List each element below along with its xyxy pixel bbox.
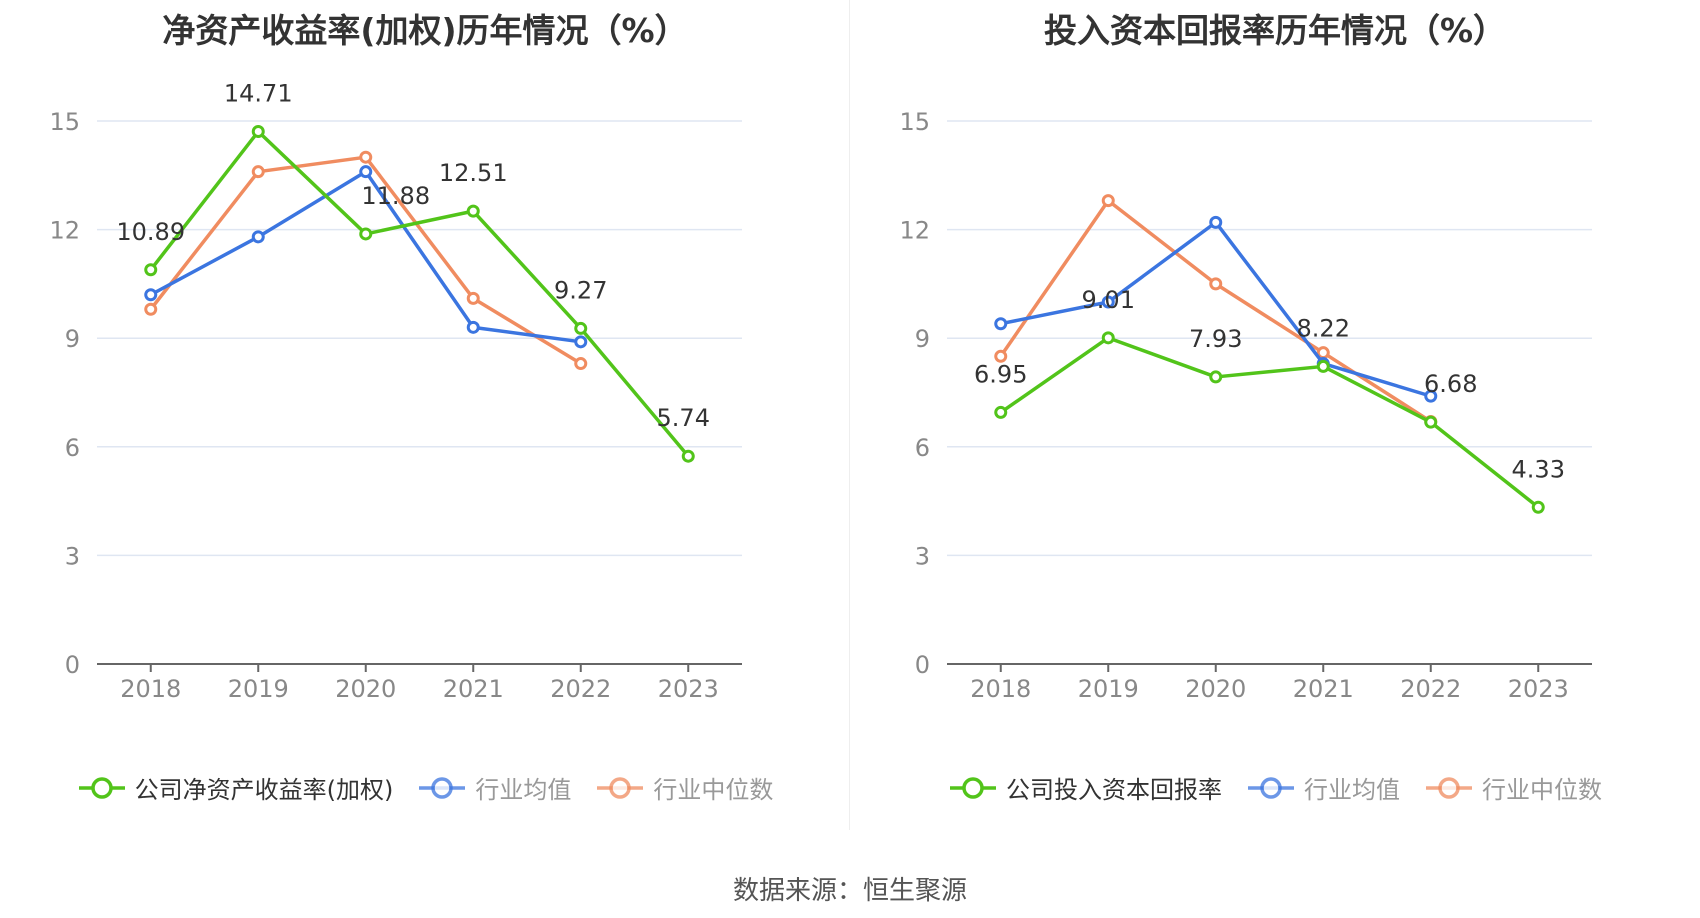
y-tick-label: 15 [899, 108, 930, 136]
x-tick-label: 2023 [1508, 675, 1569, 703]
data-point-median [1101, 194, 1115, 208]
right-chart-panel: 投入资本回报率历年情况（%） 0 3 6 9 12 15 2018 2019 2020 2021 2… [850, 0, 1700, 830]
roic-line-chart: 0 3 6 9 12 15 2018 2019 2020 2021 2022 2023 6.95 9.01… [899, 108, 1592, 703]
x-tick-label: 2021 [443, 675, 504, 703]
legend-item-median[interactable]: 行业中位数 [595, 770, 773, 805]
legend-item-median[interactable]: 行业中位数 [1424, 770, 1602, 805]
data-point-avg [1209, 215, 1223, 229]
data-point-company [681, 449, 695, 463]
legend-line-circle-icon [950, 776, 996, 799]
data-point-avg [466, 320, 480, 334]
chart-legend: 公司投入资本回报率 行业均值 行业中位数 [850, 770, 1700, 805]
x-tick-label: 2022 [550, 675, 611, 703]
data-label: 4.33 [1512, 455, 1565, 483]
y-tick-label: 15 [49, 108, 80, 136]
data-point-company [1316, 359, 1330, 373]
x-tick-label: 2019 [1078, 675, 1139, 703]
legend-line-circle-icon [597, 776, 644, 799]
data-label: 14.71 [224, 79, 293, 107]
data-point-company [144, 263, 158, 277]
legend-label: 行业均值 [475, 776, 572, 804]
data-point-avg [359, 165, 373, 179]
y-tick-label: 12 [899, 217, 930, 245]
panel-divider [849, 0, 850, 830]
data-label: 9.01 [1082, 286, 1135, 314]
x-tick-label: 2018 [970, 675, 1031, 703]
x-tick-label: 2020 [335, 675, 396, 703]
roe-line-chart: 0 3 6 9 12 15 2018 2019 2020 2021 2022 2023 10.89 14.… [49, 79, 742, 703]
x-tick-label: 2023 [658, 675, 719, 703]
data-label: 11.88 [361, 182, 430, 210]
series-line-avg [1000, 220, 1432, 398]
data-point-median [994, 349, 1008, 363]
chart-title: 投入资本回报率历年情况（%） [1043, 11, 1507, 50]
x-tick-label: 2018 [120, 675, 181, 703]
x-tick-label: 2021 [1293, 675, 1354, 703]
legend-item-company[interactable]: 公司净资产收益率(加权) [77, 770, 394, 805]
data-point-avg [994, 317, 1008, 331]
series-line-company [999, 336, 1540, 509]
data-point-company [1101, 331, 1115, 345]
data-point-company [1531, 500, 1545, 514]
legend-line-circle-icon [1426, 776, 1472, 799]
legend-label: 行业均值 [1304, 776, 1400, 804]
data-point-median [144, 302, 158, 316]
y-tick-label: 9 [915, 325, 930, 353]
data-point-avg [1101, 295, 1115, 309]
legend-item-avg[interactable]: 行业均值 [1246, 770, 1400, 805]
legend-line-circle-icon [419, 776, 466, 799]
data-point-company [994, 405, 1008, 419]
data-label: 6.95 [974, 360, 1027, 388]
data-point-company [251, 124, 265, 138]
chart-legend: 公司净资产收益率(加权) 行业均值 行业中位数 [0, 770, 850, 805]
data-point-avg [1424, 389, 1438, 403]
legend-item-avg[interactable]: 行业均值 [417, 770, 571, 805]
y-tick-label: 12 [49, 217, 80, 245]
y-tick-label: 6 [65, 434, 80, 462]
data-point-company [359, 227, 373, 241]
series-line-company [149, 129, 690, 458]
y-tick-label: 9 [65, 325, 80, 353]
chart-title: 净资产收益率(加权)历年情况（%） [162, 11, 688, 50]
data-point-avg [144, 288, 158, 302]
data-point-median [251, 165, 265, 179]
left-chart-panel: 净资产收益率(加权)历年情况（%） 0 3 6 9 12 15 2018 2019 2020 20… [0, 0, 850, 830]
x-tick-label: 2020 [1185, 675, 1246, 703]
legend-label: 公司投入资本回报率 [1006, 776, 1222, 804]
data-label: 8.22 [1297, 314, 1350, 342]
data-point-company [1424, 415, 1438, 429]
x-tick-label: 2022 [1400, 675, 1461, 703]
data-point-median [1209, 277, 1223, 291]
data-label: 5.74 [657, 404, 710, 432]
data-point-median [359, 150, 373, 164]
y-tick-label: 6 [915, 434, 930, 462]
data-source-note: 数据来源：恒生聚源 [732, 876, 967, 906]
data-point-company [466, 204, 480, 218]
legend-line-circle-icon [1248, 776, 1294, 799]
x-tick-label: 2019 [228, 675, 289, 703]
data-point-company [1209, 370, 1223, 384]
data-point-avg [251, 230, 265, 244]
legend-label: 行业中位数 [1482, 776, 1602, 804]
legend-label: 行业中位数 [653, 776, 774, 804]
data-point-company [574, 321, 588, 335]
data-point-median [466, 291, 480, 305]
data-label: 9.27 [554, 276, 607, 304]
data-point-avg [574, 335, 588, 349]
y-tick-label: 3 [915, 542, 930, 570]
data-label: 7.93 [1189, 325, 1242, 353]
data-label: 6.68 [1424, 370, 1477, 398]
y-tick-label: 3 [65, 542, 80, 570]
y-tick-label: 0 [65, 651, 80, 679]
data-point-median [574, 357, 588, 371]
y-tick-label: 0 [915, 651, 930, 679]
data-label: 12.51 [439, 159, 508, 187]
legend-item-company[interactable]: 公司投入资本回报率 [948, 770, 1222, 805]
data-label: 10.89 [116, 218, 185, 246]
legend-label: 公司净资产收益率(加权) [134, 776, 394, 804]
legend-line-circle-icon [78, 776, 125, 799]
